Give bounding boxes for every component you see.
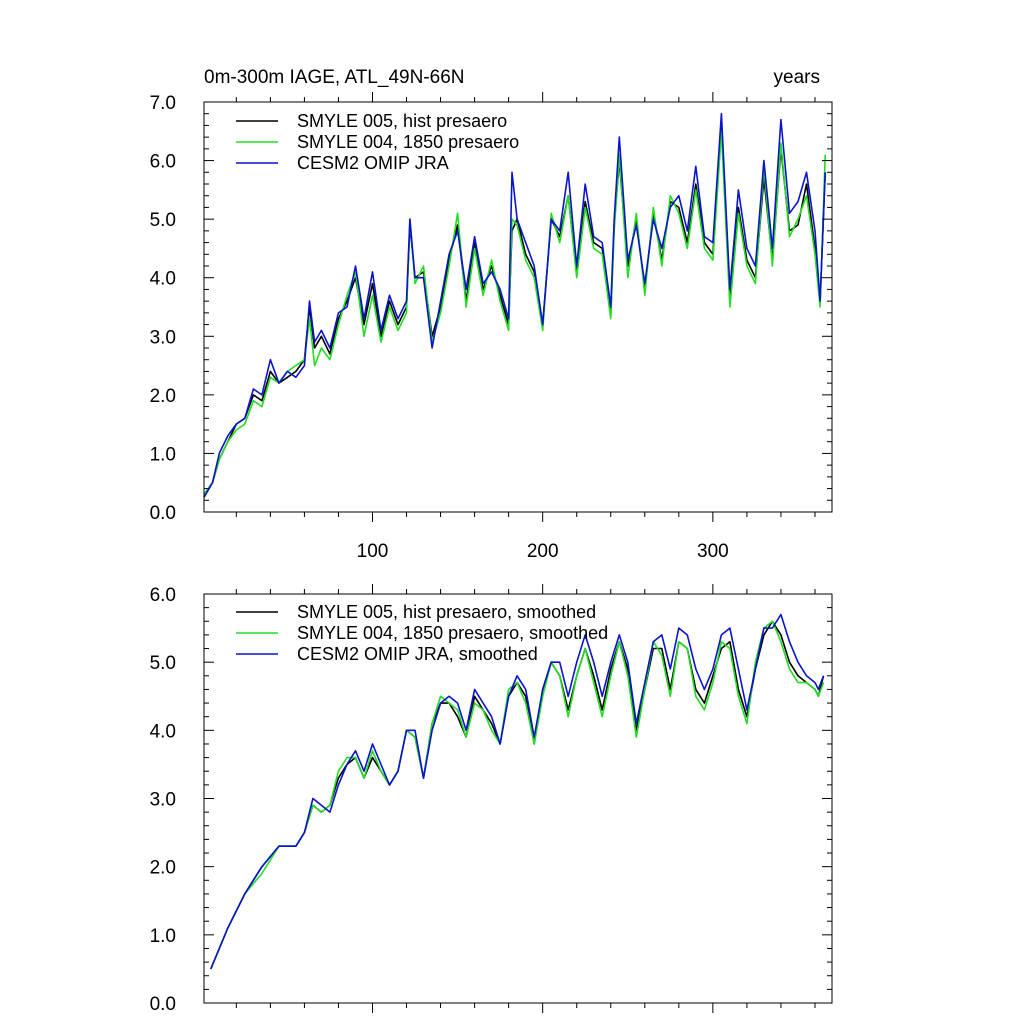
- y-tick-label: 0.0: [150, 994, 176, 1015]
- y-tick-label: 2.0: [150, 386, 176, 407]
- bottom-chart: 0.0 1.0 2.0 3.0 4.0 5.0 6.0 SMYLE 005, hist pr…: [150, 584, 833, 1015]
- legend-label-1: SMYLE 004, 1850 presaero: [297, 132, 519, 152]
- legend-label-1: SMYLE 004, 1850 presaero, smoothed: [297, 623, 608, 643]
- y-tick-label: 5.0: [150, 653, 176, 674]
- y-tick-label: 1.0: [150, 926, 176, 947]
- y-tick-label: 7.0: [150, 93, 176, 114]
- x-tick-label: 100: [357, 541, 389, 562]
- top-chart: 0m-300m IAGE, ATL_49N-66N years 0.0 1.0 2.…: [150, 67, 833, 562]
- x-tick-label: 200: [527, 541, 559, 562]
- y-tick-label: 1.0: [150, 444, 176, 465]
- legend-label-0: SMYLE 005, hist presaero, smoothed: [297, 602, 596, 622]
- series-line-1: [210, 620, 825, 970]
- chart-units: years: [774, 67, 820, 88]
- series-line-2: [203, 112, 826, 498]
- y-tick-label: 6.0: [150, 152, 176, 173]
- plot-frame: [203, 101, 833, 513]
- y-tick-label: 5.0: [150, 210, 176, 231]
- series-line-2: [210, 613, 825, 970]
- y-tick-label: 0.0: [150, 503, 176, 524]
- y-tick-label: 2.0: [150, 858, 176, 879]
- y-tick-label: 4.0: [150, 269, 176, 290]
- axis-layer: 0.0 1.0 2.0 3.0 4.0 5.0 6.0 7.0 100 200 300: [150, 92, 833, 562]
- legend-label-2: CESM2 OMIP JRA, smoothed: [297, 644, 538, 664]
- y-tick-label: 3.0: [150, 327, 176, 348]
- legend-label-0: SMYLE 005, hist presaero: [297, 111, 507, 131]
- legend: SMYLE 005, hist presaero, smoothedSMYLE …: [236, 602, 608, 664]
- series-line-0: [203, 124, 826, 495]
- y-tick-label: 3.0: [150, 790, 176, 811]
- x-tick-label: 300: [697, 541, 729, 562]
- series-layer: [203, 112, 826, 498]
- y-tick-label: 4.0: [150, 721, 176, 742]
- series-layer: [210, 613, 825, 970]
- chart-title: 0m-300m IAGE, ATL_49N-66N: [204, 67, 464, 88]
- series-line-0: [210, 620, 825, 970]
- axis-layer: 0.0 1.0 2.0 3.0 4.0 5.0 6.0: [150, 584, 833, 1015]
- series-line-1: [203, 130, 826, 495]
- legend-label-2: CESM2 OMIP JRA: [297, 153, 449, 173]
- y-tick-label: 6.0: [150, 585, 176, 606]
